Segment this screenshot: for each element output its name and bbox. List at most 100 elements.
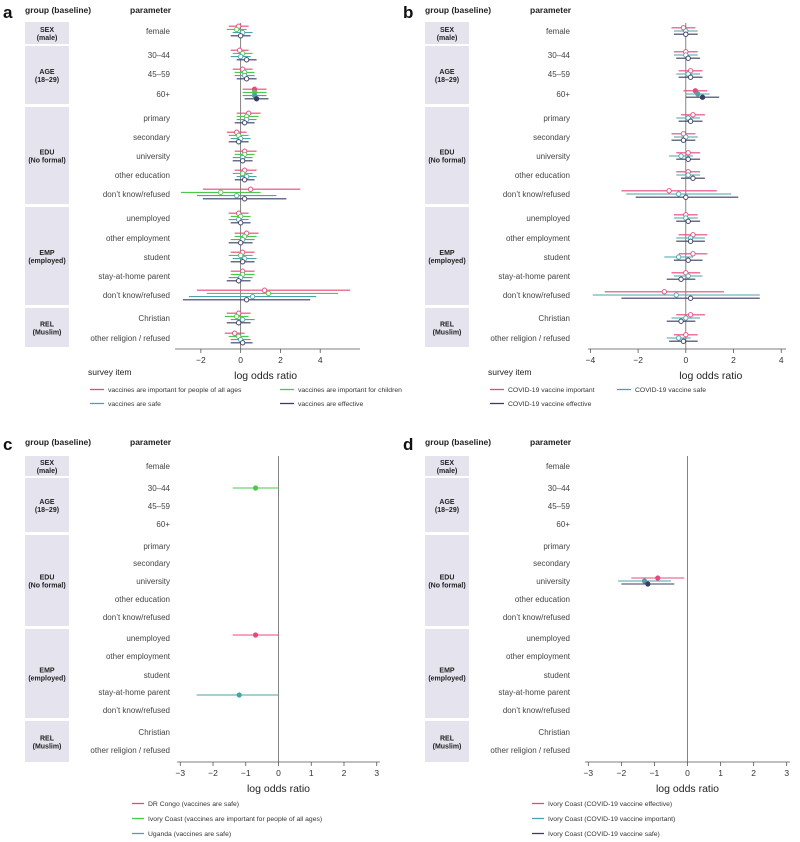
estimate-point	[232, 330, 238, 336]
estimate-point	[237, 53, 244, 60]
estimate-point	[661, 289, 667, 295]
estimate-point	[683, 194, 689, 200]
group-code: REL	[440, 736, 455, 743]
estimate-point	[243, 297, 250, 303]
parameter-label: unemployed	[526, 214, 570, 223]
parameter-label: female	[146, 27, 171, 36]
group-baseline: (employed)	[28, 676, 65, 683]
panel-a: a group (baseline) parameter SEX(male) AGE(1…	[3, 3, 402, 408]
group-header: group (baseline)	[425, 5, 491, 15]
estimate-point	[252, 485, 259, 491]
group-block	[25, 22, 69, 44]
group-code: EMP	[39, 250, 55, 257]
x-tick-label: 2	[731, 355, 736, 365]
group-code: AGE	[439, 69, 455, 76]
group-block	[425, 107, 469, 204]
x-tick-label: 2	[751, 768, 756, 778]
group-code: EMP	[439, 668, 455, 675]
group-code: SEX	[440, 460, 454, 467]
legend-label: vaccines are safe	[108, 401, 161, 408]
estimate-point	[687, 312, 694, 318]
estimate-point	[265, 290, 272, 297]
estimate-point	[687, 238, 694, 244]
parameter-label: unemployed	[526, 634, 570, 643]
parameter-label: secondary	[133, 559, 170, 568]
x-tick-label: 2	[342, 768, 347, 778]
parameter-label: Christian	[538, 728, 570, 737]
panel-letter: a	[3, 3, 13, 22]
group-block	[425, 535, 469, 626]
legend-label: COVID-19 vaccine effective	[508, 401, 592, 408]
estimate-point	[237, 47, 243, 53]
x-tick-label: 4	[318, 355, 323, 365]
estimate-point	[695, 91, 701, 97]
group-baseline: (employed)	[428, 258, 465, 265]
group-block	[25, 721, 69, 762]
parameter-label: unemployed	[126, 214, 170, 223]
legend-label: vaccines are important for children	[298, 387, 402, 394]
estimate-point	[690, 175, 696, 181]
estimate-point	[687, 118, 694, 124]
parameter-label: stay-at-home parent	[498, 272, 570, 281]
parameter-header: parameter	[530, 437, 572, 447]
parameter-label: primary	[143, 542, 170, 551]
parameter-label: secondary	[533, 133, 570, 142]
parameter-label: 60+	[156, 520, 170, 529]
estimate-point	[241, 177, 248, 183]
legend-label: Ivory Coast (COVID-19 vaccine safe)	[548, 831, 660, 838]
parameter-label: 60+	[556, 520, 570, 529]
x-tick-label: 3	[784, 768, 789, 778]
group-baseline: (18–29)	[35, 77, 59, 84]
group-code: AGE	[439, 499, 455, 506]
legend-label: DR Congo (vaccines are safe)	[148, 801, 239, 808]
parameter-label: primary	[543, 542, 570, 551]
group-header: group (baseline)	[25, 437, 91, 447]
estimate-point	[690, 112, 696, 118]
group-baseline: (male)	[37, 468, 58, 475]
group-block	[25, 456, 69, 476]
x-tick-label: −4	[586, 355, 596, 365]
parameter-label: don’t know/refused	[103, 613, 170, 622]
parameter-label: 45–59	[548, 502, 571, 511]
estimate-point	[236, 278, 242, 284]
group-block	[25, 308, 69, 347]
parameter-label: other religion / refused	[490, 334, 570, 343]
parameter-label: university	[536, 152, 570, 161]
x-tick-label: −2	[208, 768, 218, 778]
parameter-label: don’t know/refused	[503, 291, 570, 300]
estimate-point	[673, 292, 679, 298]
parameter-label: 60+	[556, 90, 570, 99]
x-tick-label: 0	[238, 355, 243, 365]
x-tick-label: −3	[583, 768, 593, 778]
parameter-label: other employment	[106, 652, 171, 661]
parameter-label: primary	[143, 114, 170, 123]
estimate-point	[249, 293, 256, 300]
group-code: REL	[40, 736, 55, 743]
estimate-point	[236, 139, 242, 145]
group-baseline: (male)	[437, 35, 458, 42]
x-axis-label: log odds ratio	[247, 783, 310, 795]
parameter-label: female	[146, 462, 171, 471]
parameter-label: 30–44	[548, 484, 571, 493]
group-block	[25, 629, 69, 718]
parameter-label: other education	[115, 595, 170, 604]
group-baseline: (male)	[37, 35, 58, 42]
group-block	[425, 721, 469, 762]
estimate-point	[243, 57, 250, 63]
x-tick-label: −2	[617, 768, 627, 778]
parameter-label: student	[544, 671, 571, 680]
estimate-point	[680, 338, 687, 344]
estimate-point	[236, 692, 242, 698]
parameter-label: 30–44	[148, 51, 171, 60]
estimate-point	[685, 172, 691, 178]
group-code: AGE	[39, 499, 55, 506]
parameter-label: student	[544, 253, 571, 262]
x-tick-label: 1	[718, 768, 723, 778]
parameter-label: 45–59	[148, 502, 171, 511]
parameter-label: secondary	[133, 133, 170, 142]
parameter-label: other employment	[506, 234, 571, 243]
parameter-label: don’t know/refused	[103, 706, 170, 715]
parameter-label: 45–59	[548, 70, 571, 79]
parameter-label: unemployed	[126, 634, 170, 643]
group-block	[25, 107, 69, 204]
